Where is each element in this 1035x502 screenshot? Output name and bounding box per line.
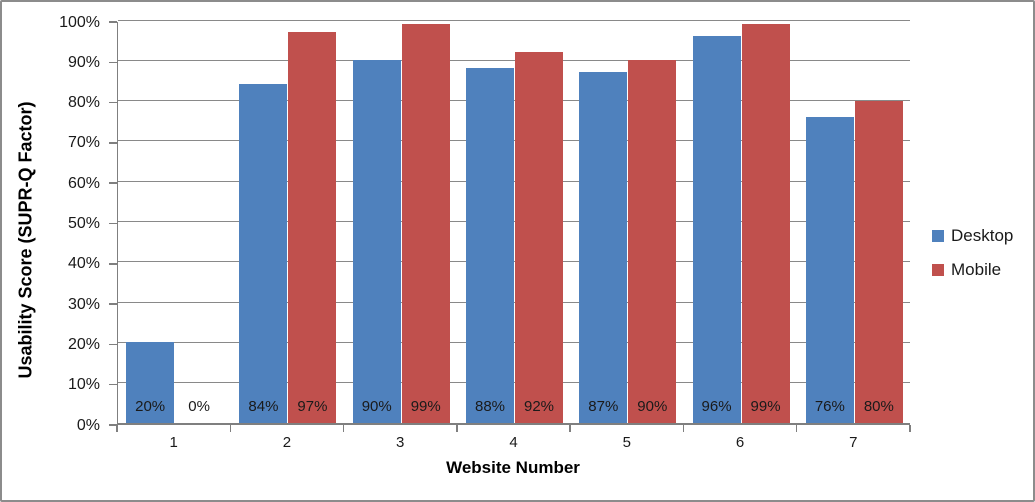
y-tick-100 xyxy=(109,21,117,23)
legend: Desktop Mobile xyxy=(932,226,1013,279)
y-tick-80 xyxy=(109,101,117,104)
data-label-desktop-1: 20% xyxy=(135,398,166,415)
gridline-30 xyxy=(118,301,910,303)
y-tick-label-60: 60% xyxy=(67,174,100,192)
y-tick-label-0: 0% xyxy=(76,416,100,434)
y-tick-30 xyxy=(109,303,117,305)
bar-mobile-2 xyxy=(288,32,337,423)
y-tick-label-90: 90% xyxy=(67,53,100,71)
gridline-60 xyxy=(118,180,910,182)
bar-desktop-3 xyxy=(352,60,401,423)
bar-mobile-7 xyxy=(854,100,903,423)
y-tick-label-20: 20% xyxy=(67,335,100,353)
y-tick-label-50: 50% xyxy=(67,215,100,232)
y-tick-20 xyxy=(109,343,117,346)
data-label-desktop-7: 76% xyxy=(814,398,845,415)
x-tick-label-6: 6 xyxy=(735,434,745,451)
x-tick-4 xyxy=(569,425,571,432)
y-tick-10 xyxy=(109,383,117,386)
data-label-desktop-3: 90% xyxy=(361,398,392,415)
data-label-mobile-6: 99% xyxy=(750,398,781,415)
y-tick-label-100: 100% xyxy=(59,13,100,31)
plot-area: 20% 0% 84% 97% 90% 99% 88% 92% 87% 90% 96% 99% 76% 80… xyxy=(117,19,910,425)
data-label-desktop-6: 96% xyxy=(701,398,732,415)
bar-desktop-4 xyxy=(466,68,514,423)
y-tick-70 xyxy=(109,142,117,144)
x-tick-label-3: 3 xyxy=(396,434,405,451)
bar-desktop-6 xyxy=(692,36,741,423)
x-axis-title: Website Number xyxy=(446,458,580,477)
y-tick-label-40: 40% xyxy=(67,255,100,273)
gridline-70 xyxy=(118,140,910,142)
bar-mobile-4 xyxy=(515,52,563,423)
y-tick-40 xyxy=(109,263,117,265)
bar-mobile-5 xyxy=(628,60,677,423)
bar-desktop-5 xyxy=(579,72,628,423)
bar-desktop-1 xyxy=(126,342,175,423)
legend-swatch-mobile-icon xyxy=(932,263,944,276)
x-tick-1 xyxy=(229,425,232,432)
y-tick-50 xyxy=(109,222,117,225)
legend-label-mobile: Mobile xyxy=(951,260,1002,279)
x-tick-label-7: 7 xyxy=(849,434,858,451)
y-tick-90 xyxy=(109,61,117,64)
legend-swatch-desktop-icon xyxy=(932,229,944,242)
gridline-10 xyxy=(118,382,910,384)
gridline-80 xyxy=(118,100,910,102)
gridline-50 xyxy=(118,221,910,222)
y-tick-label-30: 30% xyxy=(67,295,100,313)
gridline-100 xyxy=(118,19,910,21)
legend-item-desktop: Desktop xyxy=(932,226,1013,245)
x-tick-label-4: 4 xyxy=(509,434,518,451)
data-label-mobile-7: 80% xyxy=(863,398,894,415)
y-tick-label-80: 80% xyxy=(67,94,100,112)
legend-label-desktop: Desktop xyxy=(951,226,1014,245)
data-label-mobile-5: 90% xyxy=(637,398,668,415)
data-label-mobile-1: 0% xyxy=(188,398,210,415)
gridline-40 xyxy=(118,261,910,263)
data-label-mobile-3: 99% xyxy=(410,398,441,415)
gridline-90 xyxy=(118,59,910,61)
data-label-desktop-5: 87% xyxy=(588,398,619,415)
x-tick-label-2: 2 xyxy=(282,434,292,451)
y-tick-0 xyxy=(109,424,117,426)
bar-mobile-3 xyxy=(401,24,450,423)
y-tick-label-70: 70% xyxy=(67,134,100,152)
x-tick-label-1: 1 xyxy=(169,434,178,451)
x-tick-7 xyxy=(909,425,911,432)
gridline-20 xyxy=(118,341,910,343)
x-tick-3 xyxy=(456,425,458,432)
x-tick-label-5: 5 xyxy=(622,434,631,451)
data-label-mobile-4: 92% xyxy=(523,398,555,415)
x-tick-0 xyxy=(116,425,118,432)
data-label-desktop-4: 88% xyxy=(474,398,506,415)
legend-item-mobile: Mobile xyxy=(932,260,1013,279)
bar-mobile-6 xyxy=(741,24,790,423)
bar-desktop-2 xyxy=(239,84,288,423)
x-tick-6 xyxy=(795,425,798,432)
y-tick-60 xyxy=(109,182,117,184)
x-tick-2 xyxy=(342,425,345,432)
data-label-desktop-2: 84% xyxy=(248,398,279,415)
y-tick-label-10: 10% xyxy=(67,376,100,394)
x-tick-5 xyxy=(682,425,685,432)
bar-desktop-7 xyxy=(805,116,854,423)
data-label-mobile-2: 97% xyxy=(297,398,328,415)
